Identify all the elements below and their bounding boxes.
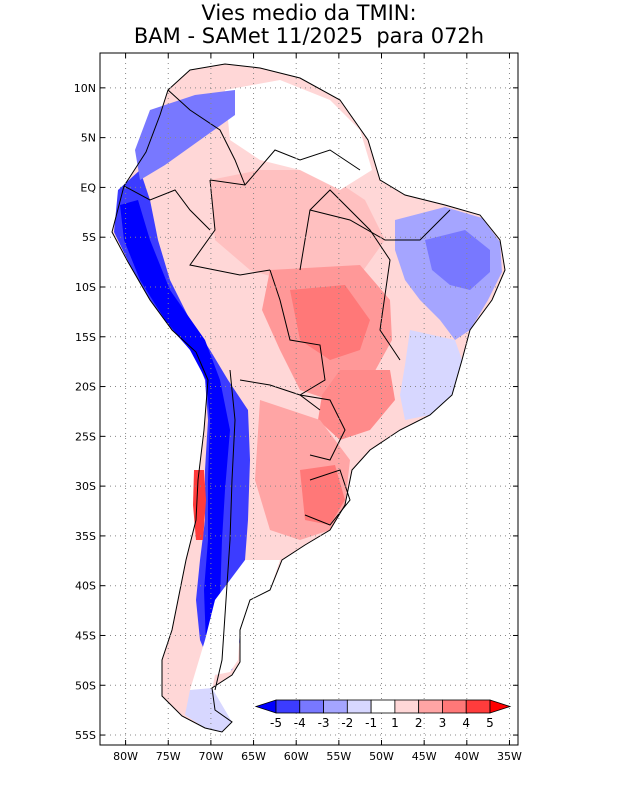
lon-label: 45W (412, 750, 437, 763)
map-title: Vies medio da TMIN: BAM - SAMet 11/2025 … (0, 2, 618, 48)
lon-label: 40W (454, 750, 479, 763)
map-frame (99, 52, 519, 746)
lat-label: 25S (75, 430, 96, 443)
border-uruguay (304, 469, 351, 526)
colorbar: -5 -4 -3 -2 -1 1 2 3 4 5 (254, 699, 512, 730)
colorbar-segment (418, 699, 443, 714)
lat-label: 10S (75, 281, 96, 294)
colorbar-high-arrow (489, 699, 512, 714)
longitude-axis: 80W 75W 70W 65W 60W 55W 50W 45W 40W 35W (113, 53, 522, 763)
central-brazil-warm-core (290, 285, 370, 360)
southeast-warm-bias (318, 370, 395, 440)
colorbar-segment (394, 699, 420, 714)
lat-label: 35S (75, 530, 96, 543)
chile-warm-strip (193, 470, 206, 540)
border-argentina-chile (214, 369, 236, 691)
colorbar-segment (275, 699, 301, 714)
country-borders (111, 63, 506, 733)
colorbar-segment (323, 699, 348, 714)
lon-label: 55W (326, 750, 351, 763)
lon-label: 65W (241, 750, 266, 763)
lon-label: 35W (497, 750, 522, 763)
lat-label: 40S (75, 580, 96, 593)
border-colombia-venezuela (167, 89, 246, 186)
border-brazil-states-2 (309, 209, 451, 241)
ne-brazil-cold-core (425, 230, 490, 290)
patagonia-white (190, 560, 280, 700)
title-line-1: Vies medio da TMIN: (201, 1, 417, 25)
lat-label: 5N (81, 132, 96, 145)
colorbar-label: 4 (462, 716, 470, 730)
border-paraguay (299, 394, 346, 461)
northern-white-area (225, 80, 372, 190)
colombia-cold-bias (135, 90, 235, 180)
colorbar-label: -5 (270, 716, 282, 730)
colorbar-segment (299, 699, 324, 714)
border-brazil-bolivia (269, 269, 326, 396)
colorbar-segment (465, 699, 491, 714)
east-coast-cold-bias (400, 330, 462, 420)
colorbar-label: 3 (439, 716, 447, 730)
border-bolivia-argentina (239, 379, 321, 411)
colorbar-label: -4 (294, 716, 306, 730)
lat-label: 50S (75, 679, 96, 692)
lat-label: 30S (75, 480, 96, 493)
border-brazil-west (189, 179, 271, 276)
colorbar-label: 2 (415, 716, 423, 730)
colorbar-label: -1 (365, 716, 377, 730)
lat-label: 55S (75, 729, 96, 742)
lat-label: 15S (75, 331, 96, 344)
colorbar-label: -3 (318, 716, 330, 730)
colorbar-label: 1 (391, 716, 399, 730)
title-line-2: BAM - SAMet 11/2025 para 072h (133, 24, 485, 48)
lat-label: 10N (74, 82, 96, 95)
latitude-axis: 10N 5N EQ 5S 10S 15S 20S 25S 30S 35S 40S 45S 50S 55S (74, 82, 518, 742)
lon-label: 80W (113, 750, 138, 763)
colorbar-segment (442, 699, 467, 714)
coastline (111, 63, 506, 733)
map-content (100, 53, 518, 745)
colorbar-segment (370, 699, 396, 714)
lon-label: 70W (198, 750, 223, 763)
lat-label: EQ (80, 181, 96, 194)
lon-label: 60W (284, 750, 309, 763)
lon-label: 50W (369, 750, 394, 763)
colorbar-segment (346, 699, 372, 714)
colorbar-label: 5 (486, 716, 494, 730)
colorbar-label: -2 (341, 716, 353, 730)
graticule (100, 53, 518, 745)
lat-label: 5S (82, 231, 96, 244)
patagonia-cold-light (185, 688, 232, 732)
lat-label: 45S (75, 629, 96, 642)
lat-label: 20S (75, 381, 96, 394)
border-peru-ecuador (123, 185, 211, 231)
lon-label: 75W (156, 750, 181, 763)
border-brazil-north (209, 149, 361, 186)
